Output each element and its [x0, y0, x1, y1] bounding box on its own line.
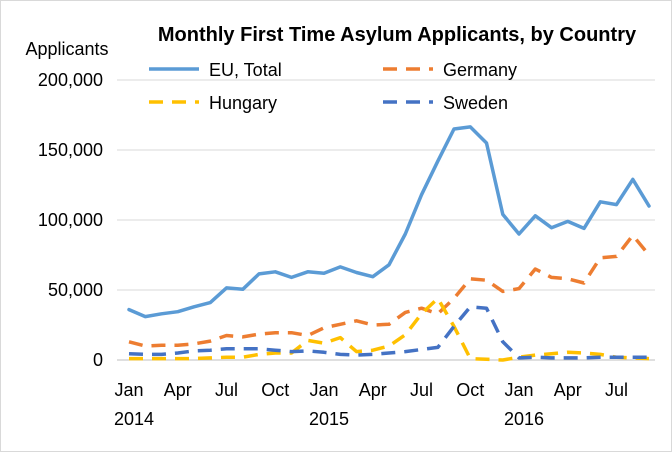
series-line-sweden [128, 305, 649, 360]
x-tick-label: Jul [215, 380, 238, 400]
x-tick-label: Oct [261, 380, 289, 400]
y-axis-label: Applicants [25, 39, 108, 59]
x-year-label: 2015 [309, 409, 349, 429]
x-tick-label: Jul [410, 380, 433, 400]
y-tick-label: 100,000 [38, 210, 103, 230]
legend-label-sweden: Sweden [443, 93, 508, 113]
x-tick-label: Apr [359, 380, 387, 400]
x-tick-label: Oct [456, 380, 484, 400]
x-tick-label: Jan [309, 380, 338, 400]
legend-label-eu-total: EU, Total [209, 60, 282, 80]
series-lines [127, 125, 651, 362]
y-tick-label: 200,000 [38, 70, 103, 90]
y-tick-label: 50,000 [48, 280, 103, 300]
legend: EU, Total Germany Hungary Sweden [149, 60, 517, 113]
y-tick-label: 150,000 [38, 140, 103, 160]
series-line-eu-total [127, 125, 651, 319]
x-year-label: 2016 [504, 409, 544, 429]
x-tick-label: Jul [605, 380, 628, 400]
x-tick-label: Apr [554, 380, 582, 400]
x-tick-label: Jan [114, 380, 143, 400]
x-year-label: 2014 [114, 409, 154, 429]
gridlines [117, 79, 655, 291]
axes: 0 50,000 100,000 150,000 200,000 Jan 2014 Apr Ju… [38, 70, 655, 429]
x-tick-label: Apr [164, 380, 192, 400]
chart-title: Monthly First Time Asylum Applicants, by… [158, 24, 637, 46]
x-tick-label: Jan [504, 380, 533, 400]
legend-label-germany: Germany [443, 60, 517, 80]
y-tick-label: 0 [93, 350, 103, 370]
legend-label-hungary: Hungary [209, 93, 277, 113]
series-line-germany [128, 233, 651, 348]
